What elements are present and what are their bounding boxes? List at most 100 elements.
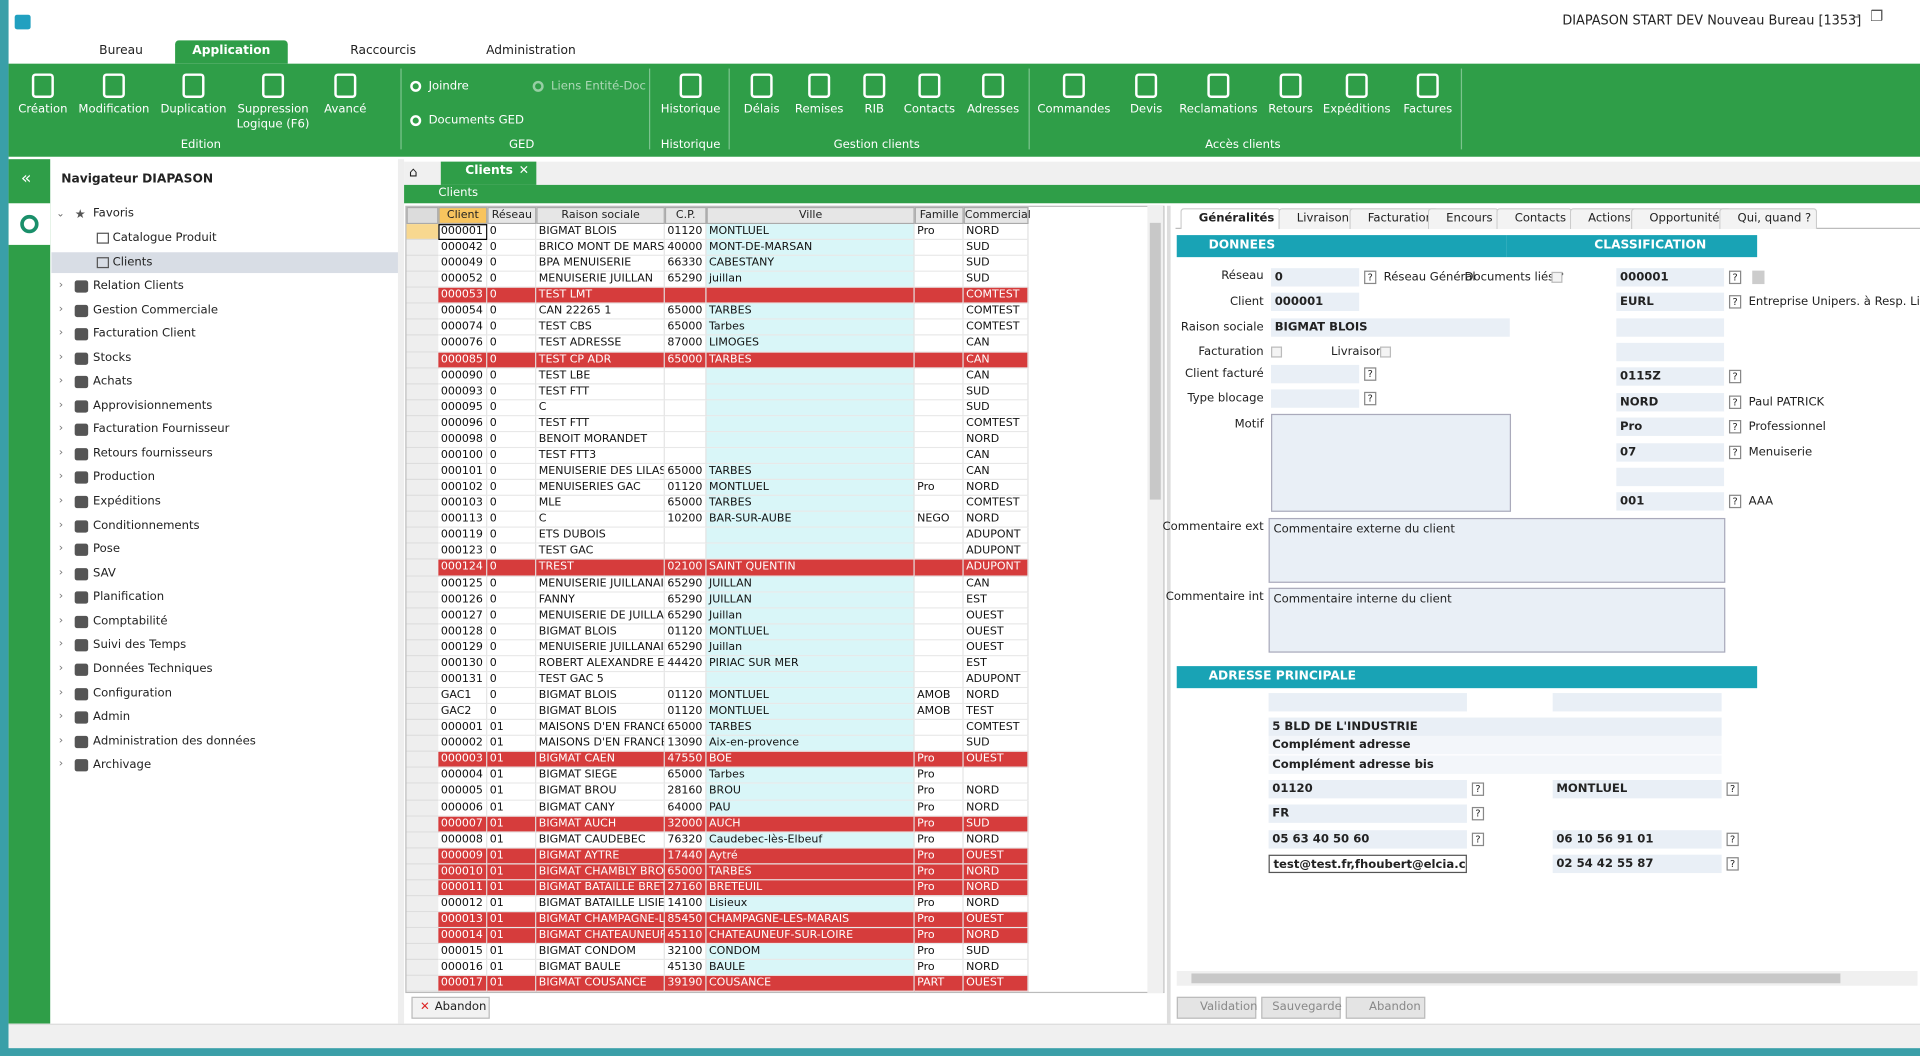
grid-cell[interactable]: BRETEUIL [706,880,915,897]
grid-cell[interactable]: ADUPONT [963,672,1029,689]
grid-cell[interactable]: 0 [487,528,537,545]
grid-cell[interactable]: 000012 [438,896,488,913]
menu-tab[interactable]: Bureau [99,44,143,58]
grid-column-header[interactable]: Commercial [963,206,1031,225]
tree-expander[interactable]: › [58,518,64,531]
ribbon-icon[interactable] [182,73,205,98]
grid-column-header[interactable]: Réseau [487,206,537,225]
tree-item[interactable]: Clients [112,255,153,269]
grid-cell[interactable]: 000007 [438,816,488,833]
grid-cell[interactable]: 13090 [664,736,707,753]
grid-cell[interactable]: EST [963,656,1029,673]
grid-cell[interactable]: 01 [487,848,537,865]
grid-cell[interactable]: 0 [487,384,537,401]
grid-cell[interactable]: 000005 [438,784,488,801]
grid-cell[interactable]: NEGO [914,512,964,529]
tree-item[interactable]: Administration des données [93,734,256,748]
field-value[interactable]: 06 10 56 91 01 [1552,830,1722,849]
grid-cell[interactable]: MENUISERIE JUILLANAIS [536,640,665,657]
tree-item[interactable]: Stocks [93,351,132,365]
grid-cell[interactable]: 000049 [438,256,488,273]
grid-cell[interactable]: 01 [487,736,537,753]
grid-cell[interactable]: 39190 [664,976,707,993]
grid-cell[interactable]: Pro [914,800,964,817]
grid-column-header[interactable]: Raison sociale [536,206,665,225]
grid-cell[interactable] [706,416,915,433]
grid-cell[interactable]: TARBES [706,464,915,481]
grid-cell[interactable]: 0 [487,672,537,689]
grid-cell[interactable]: CAN [963,576,1029,593]
grid-cell[interactable]: 000011 [438,880,488,897]
grid-cell[interactable]: 64000 [664,800,707,817]
grid-cell[interactable]: Pro [914,832,964,849]
grid-cell[interactable]: 01 [487,752,537,769]
grid-cell[interactable]: 01 [487,976,537,993]
grid-cell[interactable]: 01 [487,768,537,785]
field-value[interactable]: 07 [1616,443,1725,462]
grid-cell[interactable]: OUEST [963,608,1029,625]
tree-item[interactable]: Gestion Commerciale [93,303,219,317]
tree-expander[interactable]: › [58,494,64,507]
grid-cell[interactable]: 000002 [438,736,488,753]
grid-cell[interactable]: 000013 [438,912,488,929]
grid-cell[interactable]: CAN [963,448,1029,465]
grid-cell[interactable]: BOE [706,752,915,769]
grid-cell[interactable]: AMOB [914,704,964,721]
grid-cell[interactable]: 0 [487,576,537,593]
ribbon-icon[interactable] [31,73,54,98]
grid-cell[interactable]: BIGMAT BROU [536,784,665,801]
grid-cell[interactable]: BPA MENUISERIE [536,256,665,273]
grid-cell[interactable] [914,384,964,401]
help-button[interactable]: ? [1364,391,1377,406]
tree-expander[interactable]: › [58,374,64,388]
grid-cell[interactable] [914,464,964,481]
grid-cell[interactable]: 45130 [664,960,707,977]
grid-cell[interactable]: NORD [963,864,1029,881]
grid-cell[interactable]: 0 [487,416,537,433]
field-value[interactable]: 02 54 42 55 87 [1552,854,1722,874]
tree-expander[interactable]: › [58,279,64,292]
tree-item[interactable]: Achats [93,374,133,389]
grid-cell[interactable] [706,368,915,385]
field-value[interactable] [1616,467,1725,487]
ribbon-button[interactable]: Contacts [903,102,956,117]
tree-expander[interactable]: › [58,351,64,364]
tree-item[interactable]: Approvisionnements [93,398,213,413]
grid-cell[interactable]: SUD [963,944,1029,961]
grid-cell[interactable]: MLE [536,496,665,513]
grid-cell[interactable]: 01 [487,784,537,801]
grid-cell[interactable]: MENUISERIE JUILLAN [536,272,665,289]
detail-tab[interactable]: Opportunités [1631,208,1732,229]
grid-cell[interactable] [914,352,964,369]
grid-cell[interactable]: 000101 [438,464,488,481]
grid-cell[interactable]: Aix-en-provence [706,736,915,753]
grid-cell[interactable]: 000123 [438,544,488,561]
grid-cell[interactable]: CONDOM [706,944,915,961]
help-button[interactable]: ? [1728,270,1742,285]
grid-cell[interactable]: juillan [706,272,915,289]
grid-cell[interactable]: 65000 [664,768,707,785]
help-button[interactable]: ? [1726,832,1739,847]
grid-cell[interactable]: 000129 [438,640,488,657]
grid-scrollbar[interactable] [1147,205,1164,994]
tree-expander[interactable]: ⌄ [56,208,65,220]
grid-cell[interactable]: 01 [487,912,537,929]
tree-expander[interactable]: › [58,734,64,747]
tree-item[interactable]: Favoris [93,206,134,221]
grid-cell[interactable] [914,720,964,737]
grid-cell[interactable]: 000126 [438,592,488,609]
grid-cell[interactable]: MONT-DE-MARSAN [706,240,915,257]
grid-cell[interactable]: Pro [914,816,964,833]
grid-cell[interactable]: 000009 [438,848,488,865]
tree-item[interactable]: Archivage [93,758,152,772]
tree-item[interactable]: Relation Clients [93,279,184,293]
detail-tab[interactable]: Qui, quand ? [1719,208,1818,229]
ribbon-button[interactable]: Reclamations [1179,102,1258,117]
tree-item[interactable]: Retours fournisseurs [93,446,213,461]
grid-cell[interactable]: TARBES [706,352,915,369]
grid-cell[interactable]: CHATEAUNEUF-SUR-LOIRE [706,928,915,945]
help-button[interactable]: ? [1728,445,1742,460]
grid-cell[interactable]: 000100 [438,448,488,465]
grid-cell[interactable]: 32100 [664,944,707,961]
grid-cell[interactable] [914,240,964,257]
